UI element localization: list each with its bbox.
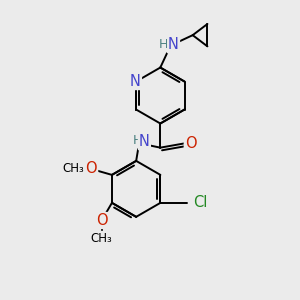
Text: CH₃: CH₃	[91, 232, 112, 245]
Text: O: O	[96, 213, 107, 228]
Text: N: N	[139, 134, 150, 149]
Text: N: N	[168, 38, 179, 52]
Text: O: O	[85, 161, 97, 176]
Text: CH₃: CH₃	[63, 163, 85, 176]
Text: O: O	[185, 136, 197, 151]
Text: H: H	[133, 134, 142, 147]
Text: H: H	[159, 38, 168, 51]
Text: Cl: Cl	[193, 195, 207, 210]
Text: N: N	[130, 74, 141, 89]
